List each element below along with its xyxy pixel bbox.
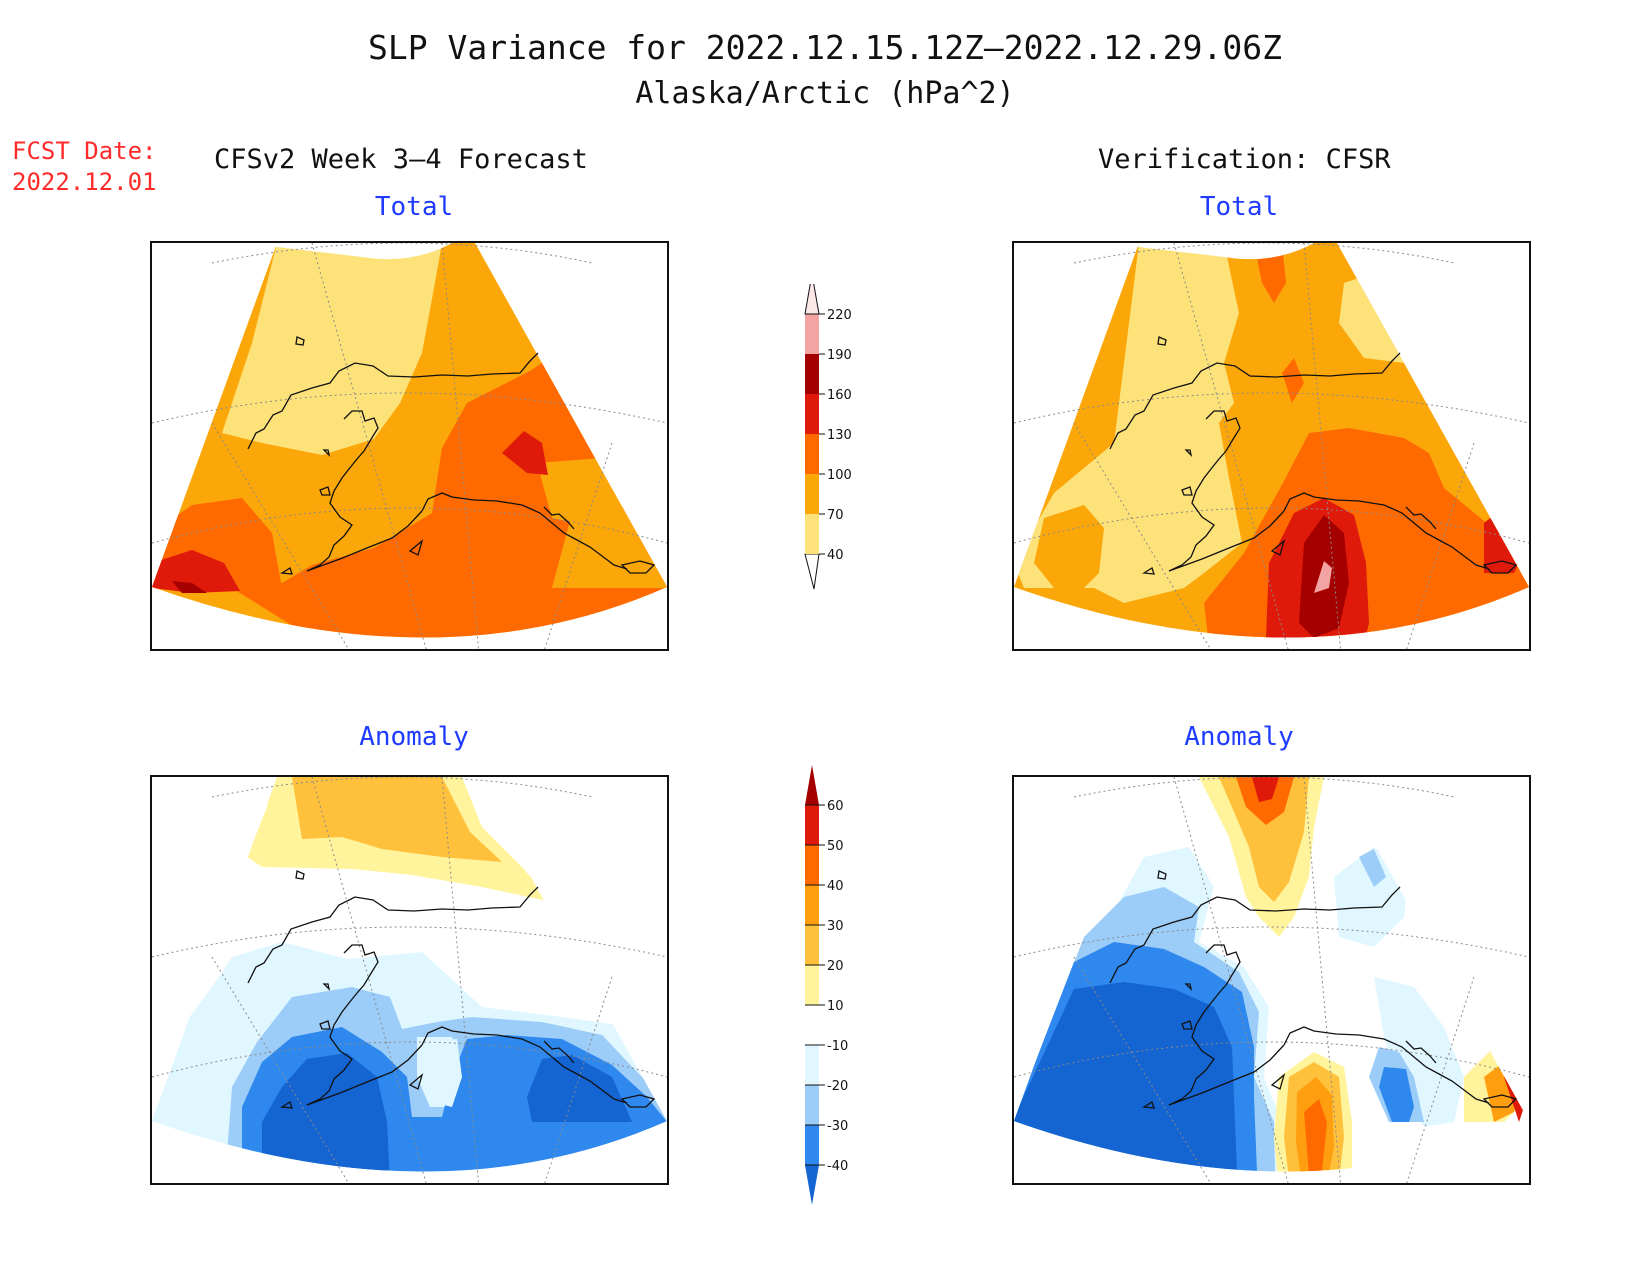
fill-20-30 [292, 777, 502, 862]
colorbar-swatch [805, 474, 819, 514]
fill-70-100-west [1034, 505, 1104, 588]
fill-minus10-minus20-mid2 [420, 1039, 462, 1107]
subtitle: Alaska/Arctic (hPa^2) [635, 76, 1015, 111]
fcst-anomaly-map [150, 775, 669, 1185]
forecast-heading: CFSv2 Week 3—4 Forecast [214, 144, 588, 175]
verif-anomaly-map [1012, 775, 1531, 1185]
colorbar-tail-high [805, 765, 819, 805]
colorbar-swatch [805, 354, 819, 394]
fill-40-70 [222, 243, 442, 455]
colorbar-tick-label: 50 [827, 839, 844, 854]
fill-below-minus40 [1014, 982, 1239, 1172]
colorbar-tick-label: 40 [827, 879, 844, 894]
colorbar-swatch [805, 1085, 819, 1125]
colorbar-tick-label: 160 [827, 388, 852, 403]
colorbar-swatch [805, 514, 819, 554]
verif-anomaly-title: Anomaly [1184, 722, 1294, 752]
fill-20-30-north [1219, 777, 1309, 902]
colorbar-tick-label: 220 [827, 308, 852, 323]
colorbar-tick-label: -30 [827, 1119, 848, 1134]
fcst-anomaly-title: Anomaly [359, 722, 469, 752]
colorbar-swatch [805, 925, 819, 965]
fcst-total-map [150, 241, 669, 651]
fill-arctic-white [242, 243, 452, 260]
colorbar-swatch [805, 1125, 819, 1165]
colorbar-swatch [805, 394, 819, 434]
verif-total-map [1012, 241, 1531, 651]
fill-40-50-north [1236, 777, 1294, 825]
colorbar-swatch [805, 1045, 819, 1085]
fill-160-190 [172, 581, 207, 593]
fill-190-220 [1314, 561, 1332, 593]
fill-below-minus40-east [527, 1055, 632, 1122]
fill-minus30-east [1379, 1067, 1414, 1122]
forecast-date-value: 2022.12.01 [12, 168, 157, 196]
fill-40-50-south [1304, 1099, 1327, 1172]
total-colorbar: 40 70 100 130 160 190 220 [804, 284, 852, 590]
colorbar-swatch [805, 314, 819, 354]
colorbar-tick-label: -20 [827, 1079, 848, 1094]
colorbar-tick-label: 190 [827, 348, 852, 363]
colorbar-tick-label: 60 [827, 799, 844, 814]
fcst-total-title: Total [374, 192, 454, 222]
anomaly-colorbar: -40 -30 -20 -10 10 20 30 40 50 60 [805, 765, 848, 1205]
colorbar-tick-label: -10 [827, 1039, 848, 1054]
colorbar-swatch [805, 1005, 819, 1045]
forecast-date-label: FCST Date: [12, 137, 157, 165]
colorbar-tick-label: 70 [827, 508, 844, 523]
fill-below-minus40-west [262, 1053, 392, 1172]
colorbar-tick-label: 130 [827, 428, 852, 443]
fill-100-130 [232, 343, 667, 638]
colorbar-tick-label: 40 [827, 548, 844, 563]
verification-heading: Verification: CFSR [1098, 144, 1391, 175]
colorbar-swatch [805, 845, 819, 885]
fill-minus20-ne [1359, 849, 1386, 887]
main-title: SLP Variance for 2022.12.15.12Z—2022.12.… [368, 28, 1282, 67]
colorbar-swatch [805, 434, 819, 474]
fill-minus10-east [1374, 977, 1464, 1127]
colorbar-tick-label: 30 [827, 919, 844, 934]
verif-total-title: Total [1199, 192, 1279, 222]
colorbar-tail-low [804, 553, 820, 590]
colorbar-swatch [805, 965, 819, 1005]
colorbar-swatch [805, 885, 819, 925]
colorbar-tail-low [805, 1165, 819, 1205]
colorbar-tail-high [804, 284, 820, 315]
colorbar-tick-label: -40 [827, 1159, 848, 1174]
colorbar-tick-label: 10 [827, 999, 844, 1014]
fill-130-160-east [502, 431, 548, 475]
fill-100-130-mid [1282, 358, 1304, 403]
colorbar-tick-label: 100 [827, 468, 852, 483]
fill-50-60-north [1252, 777, 1279, 802]
forecast-date: FCST Date: 2022.12.01 [12, 136, 157, 198]
colorbar-swatch [805, 805, 819, 845]
colorbar-tick-label: 20 [827, 959, 844, 974]
